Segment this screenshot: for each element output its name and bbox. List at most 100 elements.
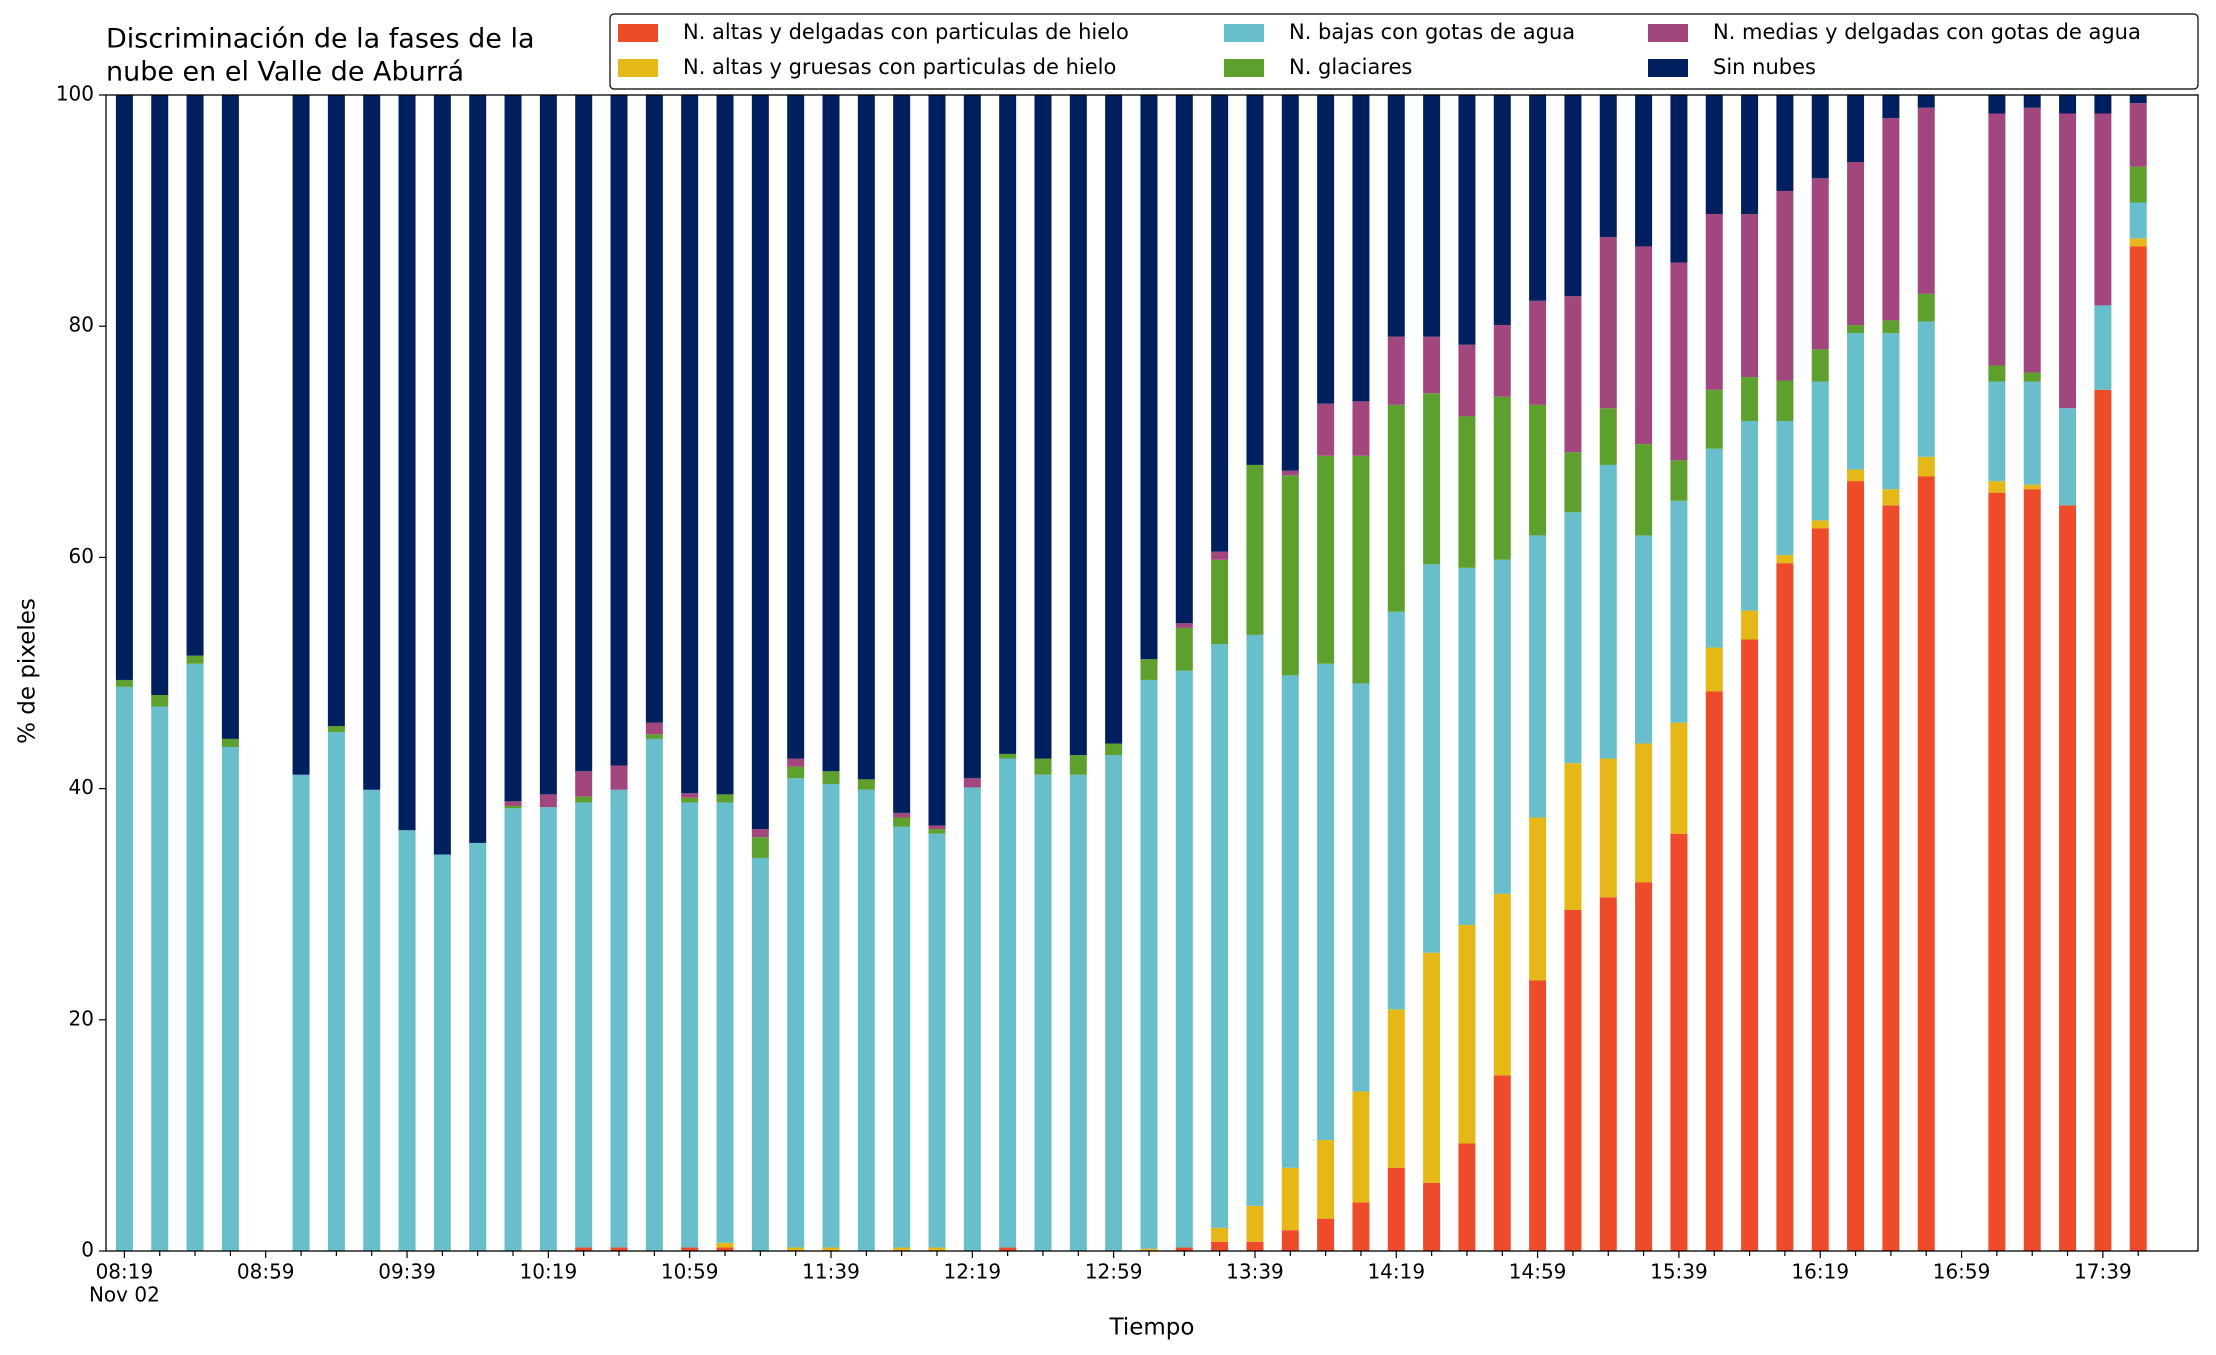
bar-segment bbox=[751, 829, 769, 838]
bar-segment bbox=[787, 1247, 805, 1251]
bar-segment bbox=[1635, 535, 1653, 744]
bar-segment bbox=[857, 779, 875, 790]
bar-segment bbox=[1493, 325, 1511, 397]
y-tick-label: 60 bbox=[69, 544, 94, 568]
bar-segment bbox=[2129, 238, 2147, 247]
bar-segment bbox=[1599, 897, 1617, 1251]
bar-segment bbox=[1423, 336, 1441, 394]
bar-segment bbox=[1564, 909, 1582, 1251]
x-tick-label: 10:19 bbox=[520, 1260, 578, 1284]
bar-segment bbox=[1529, 535, 1547, 818]
bar-segment bbox=[1352, 1202, 1370, 1251]
x-tick-label: 10:59 bbox=[661, 1260, 719, 1284]
bar-segment bbox=[1246, 95, 1264, 465]
bar-segment bbox=[999, 758, 1017, 1248]
bar-segment bbox=[716, 802, 734, 1243]
bar-segment bbox=[1811, 528, 1829, 1251]
x-date-label: Nov 02 bbox=[89, 1283, 160, 1307]
bar-segment bbox=[575, 796, 593, 803]
bar-segment bbox=[398, 95, 416, 831]
x-tick-label: 08:19 bbox=[96, 1260, 154, 1284]
bar-segment bbox=[221, 738, 239, 747]
bar-segment bbox=[1352, 401, 1370, 456]
bar-segment bbox=[1493, 396, 1511, 560]
bar-segment bbox=[751, 95, 769, 830]
bar-segment bbox=[115, 686, 133, 1251]
bar-segment bbox=[787, 95, 805, 759]
bar-segment bbox=[857, 95, 875, 780]
bar-segment bbox=[1741, 639, 1759, 1251]
bar-segment bbox=[2094, 305, 2112, 390]
bar-segment bbox=[928, 1247, 946, 1251]
x-axis-label: Tiempo bbox=[1109, 1315, 1195, 1341]
bar-segment bbox=[2094, 113, 2112, 306]
bar-segment bbox=[2129, 95, 2147, 104]
legend-label: N. altas y gruesas con particulas de hie… bbox=[683, 55, 1116, 79]
bar-segment bbox=[1317, 403, 1335, 456]
bar-segment bbox=[1847, 469, 1865, 482]
bar-segment bbox=[186, 663, 204, 1251]
bar-segment bbox=[1811, 95, 1829, 179]
bar-segment bbox=[1069, 755, 1087, 775]
bar-segment bbox=[1705, 214, 1723, 390]
bar-segment bbox=[363, 95, 381, 790]
bar-segment bbox=[1529, 817, 1547, 981]
bar-segment bbox=[1635, 95, 1653, 247]
bar-segment bbox=[1882, 320, 1900, 334]
bar-segment bbox=[1776, 380, 1794, 421]
bar-segment bbox=[1458, 1143, 1476, 1251]
bar-segment bbox=[1741, 95, 1759, 215]
bar-segment bbox=[1246, 1241, 1264, 1251]
y-axis-label: % de pixeles bbox=[15, 598, 41, 744]
bar-segment bbox=[1140, 679, 1158, 1249]
bar-segment bbox=[504, 95, 522, 802]
bar-segment bbox=[857, 789, 875, 1251]
bar-segment bbox=[893, 1247, 911, 1251]
bar-segment bbox=[1352, 1091, 1370, 1203]
bar-segment bbox=[1317, 455, 1335, 664]
legend-swatch bbox=[1224, 24, 1264, 42]
y-tick-label: 20 bbox=[69, 1006, 94, 1030]
bar-segment bbox=[999, 753, 1017, 759]
bar-segment bbox=[1387, 1009, 1405, 1168]
bar-segment bbox=[1811, 381, 1829, 521]
x-tick-label: 17:39 bbox=[2074, 1260, 2132, 1284]
bar-segment bbox=[716, 1247, 734, 1251]
bar-segment bbox=[186, 95, 204, 656]
chart-title: nube en el Valle de Aburrá bbox=[106, 57, 464, 88]
legend-box bbox=[609, 13, 2199, 90]
bar-segment bbox=[1599, 464, 1617, 759]
bar-segment bbox=[893, 812, 911, 818]
bar-segment bbox=[1776, 190, 1794, 381]
legend-swatch bbox=[618, 59, 658, 77]
bar-segment bbox=[327, 95, 345, 727]
bar-segment bbox=[1387, 336, 1405, 405]
bar-segment bbox=[1670, 460, 1688, 501]
bar-segment bbox=[1317, 1218, 1335, 1251]
bar-segment bbox=[1670, 95, 1688, 263]
x-tick-label: 16:59 bbox=[1933, 1260, 1991, 1284]
bar-segment bbox=[1917, 293, 1935, 322]
bar-segment bbox=[1529, 300, 1547, 405]
bar-segment bbox=[1917, 456, 1935, 477]
bar-segment bbox=[1211, 1227, 1229, 1242]
bar-segment bbox=[1352, 683, 1370, 1092]
x-tick-label: 08:59 bbox=[237, 1260, 295, 1284]
bar-segment bbox=[645, 722, 663, 735]
bar-segment bbox=[1882, 489, 1900, 506]
bar-segment bbox=[2129, 246, 2147, 1251]
plot-frame bbox=[105, 94, 2199, 1252]
bar-segment bbox=[2059, 408, 2077, 506]
bar-segment bbox=[610, 1247, 628, 1251]
bar-segment bbox=[751, 857, 769, 1251]
legend-swatch bbox=[618, 24, 658, 42]
bar-segment bbox=[1034, 774, 1052, 1251]
bar-segment bbox=[1423, 564, 1441, 953]
bar-segment bbox=[539, 95, 557, 795]
bar-segment bbox=[1847, 333, 1865, 470]
bar-segment bbox=[1599, 237, 1617, 409]
bar-segment bbox=[1423, 393, 1441, 565]
bar-segment bbox=[822, 95, 840, 772]
bar-segment bbox=[1423, 1182, 1441, 1251]
bar-segment bbox=[2129, 103, 2147, 167]
